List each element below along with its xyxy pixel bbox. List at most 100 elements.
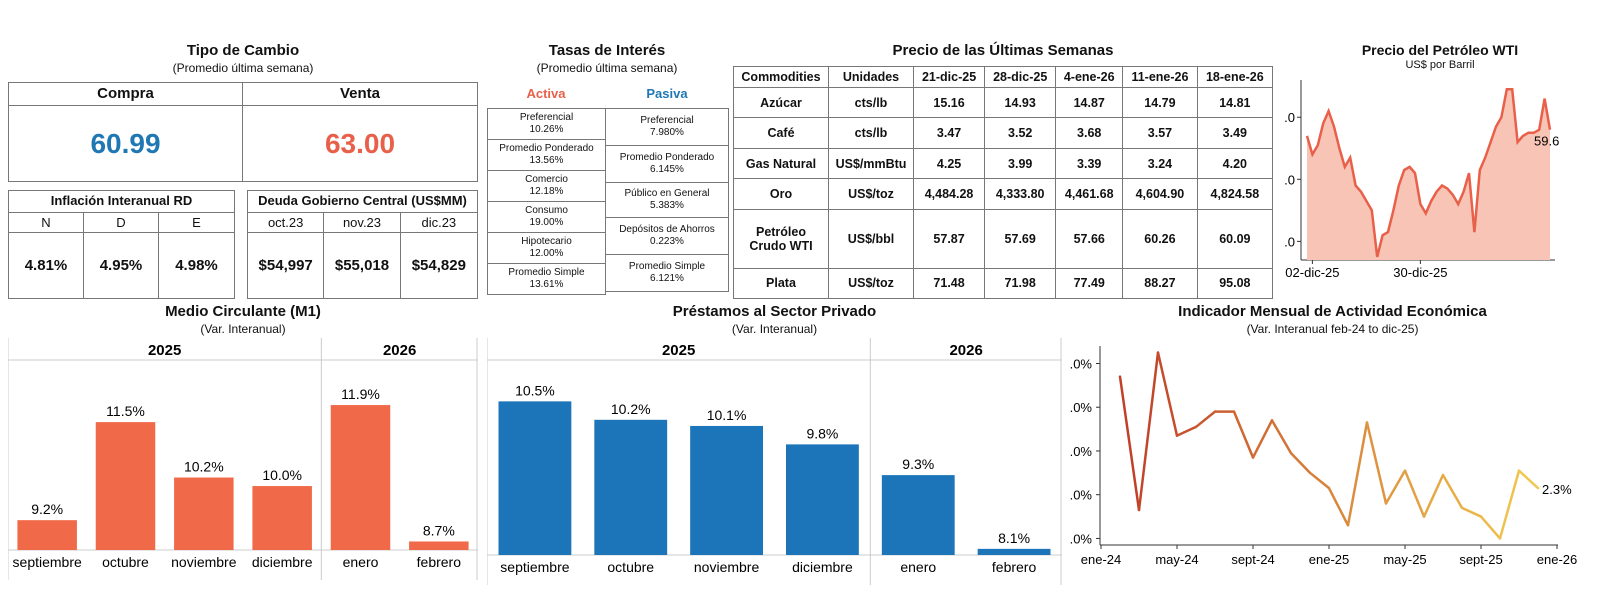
imae-line-segment: [1156, 351, 1179, 437]
loans-title: Préstamos al Sector Privado: [672, 303, 877, 320]
group-label: 2025: [148, 342, 181, 359]
commodity-name: Azúcar: [733, 86, 829, 119]
rate-name: Hipotecario: [521, 236, 572, 247]
commodity-price: 71.98: [984, 267, 1057, 300]
commodity-unit: US$/toz: [828, 178, 914, 210]
inflation-title: Inflación Interanual RD: [9, 191, 234, 213]
debt-title: Deuda Gobierno Central (US$MM): [248, 191, 477, 213]
bar: [594, 419, 668, 555]
commodity-row: Plata US$/toz 71.48 71.98 77.49 88.27 95.08: [733, 267, 1274, 300]
rate-value: 6.145%: [650, 164, 684, 175]
imae-line-segment: [1308, 471, 1331, 490]
rate-name: Depósitos de Ahorros: [619, 224, 715, 235]
commodity-price: 3.24: [1122, 147, 1198, 180]
commodity-price: 4,484.28: [912, 178, 986, 210]
imae-line-segment: [1479, 515, 1502, 540]
category-label: septiembre: [500, 559, 569, 575]
venta-label: Venta: [243, 83, 477, 106]
rate-name: Preferencial: [519, 112, 574, 123]
category-label: febrero: [992, 559, 1037, 575]
rate-name: Preferencial: [640, 115, 694, 126]
commodity-price: 4,333.80: [984, 178, 1057, 210]
commodity-name: Petróleo Crudo WTI: [733, 208, 829, 269]
debt-month: oct.23: [248, 213, 325, 233]
group-label: 2025: [662, 342, 695, 359]
rate-name: Promedio Ponderado: [499, 143, 594, 154]
rates-subtitle: (Promedio última semana): [536, 61, 678, 75]
col-header: 4-ene-26: [1055, 66, 1124, 88]
rate-value: 10.26%: [529, 124, 564, 135]
rate-cell-pasiva: Público en General 5.383%: [605, 182, 729, 218]
bar-value-label: 9.2%: [31, 501, 63, 517]
pasiva-column: Preferencial 7.980% Promedio Ponderado 6.14…: [605, 108, 729, 292]
bar: [409, 541, 469, 550]
category-label: octubre: [102, 554, 149, 570]
bar: [786, 444, 859, 555]
fx-panel: Compra 60.99 Venta 63.00: [8, 82, 478, 182]
imae-line-segment: [1194, 410, 1217, 429]
bar: [690, 425, 763, 555]
commodity-price: 4,461.68: [1055, 178, 1124, 210]
debt-value: $54,997: [248, 233, 325, 298]
x-tick-label: ene-25: [1309, 552, 1349, 567]
fx-title: Tipo de Cambio: [186, 42, 300, 59]
category-label: octubre: [607, 559, 654, 575]
commodity-row: Petróleo Crudo WTI US$/bbl 57.87 57.69 57.66…: [733, 208, 1274, 269]
imae-line-segment: [1137, 351, 1160, 512]
group-label: 2026: [383, 342, 416, 359]
imae-line-segment: [1460, 506, 1483, 518]
imae-line-segment: [1384, 469, 1407, 505]
commodity-price: 3.47: [912, 117, 986, 149]
bar-value-label: 10.1%: [707, 407, 747, 423]
commodity-unit: US$/mmBtu: [828, 147, 914, 180]
imae-subtitle: (Var. Interanual feb-24 to dic-25): [1246, 322, 1419, 336]
category-label: noviembre: [171, 554, 237, 570]
imae-line-segment: [1175, 425, 1198, 437]
group-label: 2026: [949, 342, 982, 359]
category-label: enero: [900, 559, 936, 575]
commodity-unit: US$/toz: [828, 267, 914, 300]
commodity-price: 57.69: [984, 208, 1057, 269]
imae-line-segment: [1232, 410, 1255, 459]
fx-subtitle: (Promedio última semana): [172, 61, 314, 75]
imae-line-segment: [1422, 473, 1445, 518]
rate-name: Promedio Simple: [628, 261, 706, 272]
col-header: 21-dic-25: [912, 66, 986, 88]
x-tick-label: ene-24: [1081, 552, 1121, 567]
commodity-price: 14.93: [984, 86, 1057, 119]
imae-last-value: 2.3%: [1542, 482, 1572, 497]
rate-value: 13.61%: [529, 279, 564, 290]
bar: [252, 486, 312, 550]
commodity-price: 57.87: [912, 208, 986, 269]
category-label: diciembre: [252, 554, 313, 570]
commodity-price: 14.87: [1055, 86, 1124, 119]
y-tick-label: 4.0%: [1070, 444, 1092, 459]
rate-cell-pasiva: Preferencial 7.980%: [605, 108, 729, 146]
bar: [95, 422, 156, 550]
rate-value: 12.18%: [529, 186, 564, 197]
commodity-price: 14.81: [1196, 86, 1274, 119]
wti-last-value: 59.6: [1534, 134, 1559, 149]
imae-line-segment: [1498, 469, 1521, 540]
rate-name: Público en General: [624, 188, 710, 199]
debt-month: dic.23: [400, 213, 477, 233]
commodity-price: 3.39: [1055, 147, 1124, 180]
m1-subtitle: (Var. Interanual): [200, 322, 286, 336]
wti-subtitle: US$ por Barril: [1405, 59, 1475, 71]
x-tick-label: sept-24: [1231, 552, 1274, 567]
bar-value-label: 9.8%: [806, 425, 838, 441]
commodity-price: 57.66: [1055, 208, 1124, 269]
commodity-price: 77.49: [1055, 267, 1124, 300]
rate-cell-activa: Consumo 19.00%: [487, 201, 606, 233]
rate-cell-pasiva: Depósitos de Ahorros 0.223%: [605, 217, 729, 255]
inflation-value: 4.98%: [175, 257, 218, 274]
col-header: 11-ene-26: [1122, 66, 1198, 88]
rate-value: 6.121%: [650, 273, 684, 284]
imae-line-segment: [1441, 473, 1464, 510]
commodities-header-row: Commodities Unidades 21-dic-25 28-dic-25…: [733, 66, 1274, 88]
commodity-price: 14.79: [1122, 86, 1198, 119]
commodity-row: Azúcar cts/lb 15.16 14.93 14.87 14.79 14.81: [733, 86, 1274, 119]
commodity-unit: US$/bbl: [828, 208, 914, 269]
commodity-unit: cts/lb: [828, 117, 914, 149]
commodity-price: 60.09: [1196, 208, 1274, 269]
